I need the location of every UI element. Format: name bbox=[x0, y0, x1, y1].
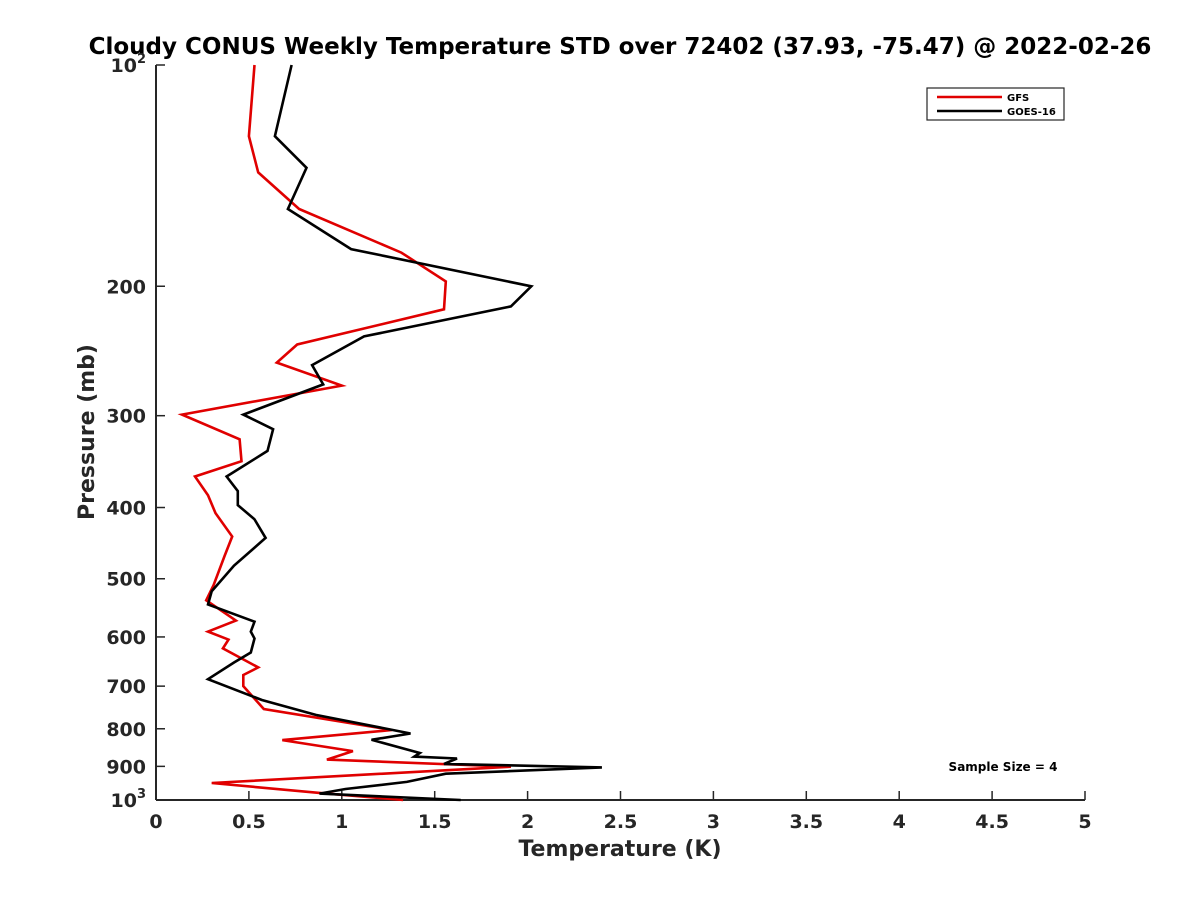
y-axis-label: Pressure (mb) bbox=[75, 344, 100, 520]
x-tick-label: 1.5 bbox=[418, 811, 452, 833]
series-line-goes-16 bbox=[205, 64, 602, 802]
y-axis-ticks: 102 200 300 400 500 600 700 800 900 103 bbox=[106, 52, 165, 812]
sample-size-annotation: Sample Size = 4 bbox=[949, 760, 1058, 774]
x-axis-ticks: 0 0.5 1 1.5 2 2.5 3 3.5 4 4.5 5 bbox=[149, 791, 1092, 833]
y-tick-label: 103 bbox=[111, 787, 147, 812]
chart-title: Cloudy CONUS Weekly Temperature STD over… bbox=[89, 34, 1152, 60]
legend-label-goes-16: GOES-16 bbox=[1007, 107, 1056, 118]
legend: GFS GOES-16 bbox=[926, 87, 1065, 121]
y-tick-label: 900 bbox=[106, 756, 146, 778]
y-tick-label: 800 bbox=[106, 719, 146, 741]
x-tick-label: 5 bbox=[1078, 811, 1091, 833]
legend-box bbox=[926, 87, 1065, 121]
y-tick-label: 600 bbox=[106, 627, 146, 649]
y-tick-label: 700 bbox=[106, 676, 146, 698]
x-tick-label: 3 bbox=[707, 811, 720, 833]
x-tick-label: 0.5 bbox=[232, 811, 266, 833]
series-line-gfs bbox=[177, 64, 511, 802]
x-tick-label: 1 bbox=[335, 811, 348, 833]
x-axis-label: Temperature (K) bbox=[518, 837, 721, 862]
y-tick-label: 400 bbox=[106, 498, 146, 520]
x-tick-label: 2.5 bbox=[604, 811, 638, 833]
series-layer bbox=[177, 64, 602, 802]
x-tick-label: 4 bbox=[893, 811, 906, 833]
y-tick-label: 200 bbox=[106, 276, 146, 298]
x-tick-label: 0 bbox=[149, 811, 162, 833]
x-tick-label: 2 bbox=[521, 811, 534, 833]
legend-label-gfs: GFS bbox=[1007, 93, 1029, 104]
x-tick-label: 3.5 bbox=[789, 811, 823, 833]
y-tick-label: 500 bbox=[106, 569, 146, 591]
y-tick-label: 102 bbox=[111, 52, 147, 77]
x-tick-label: 4.5 bbox=[975, 811, 1009, 833]
y-tick-label: 300 bbox=[106, 406, 146, 428]
